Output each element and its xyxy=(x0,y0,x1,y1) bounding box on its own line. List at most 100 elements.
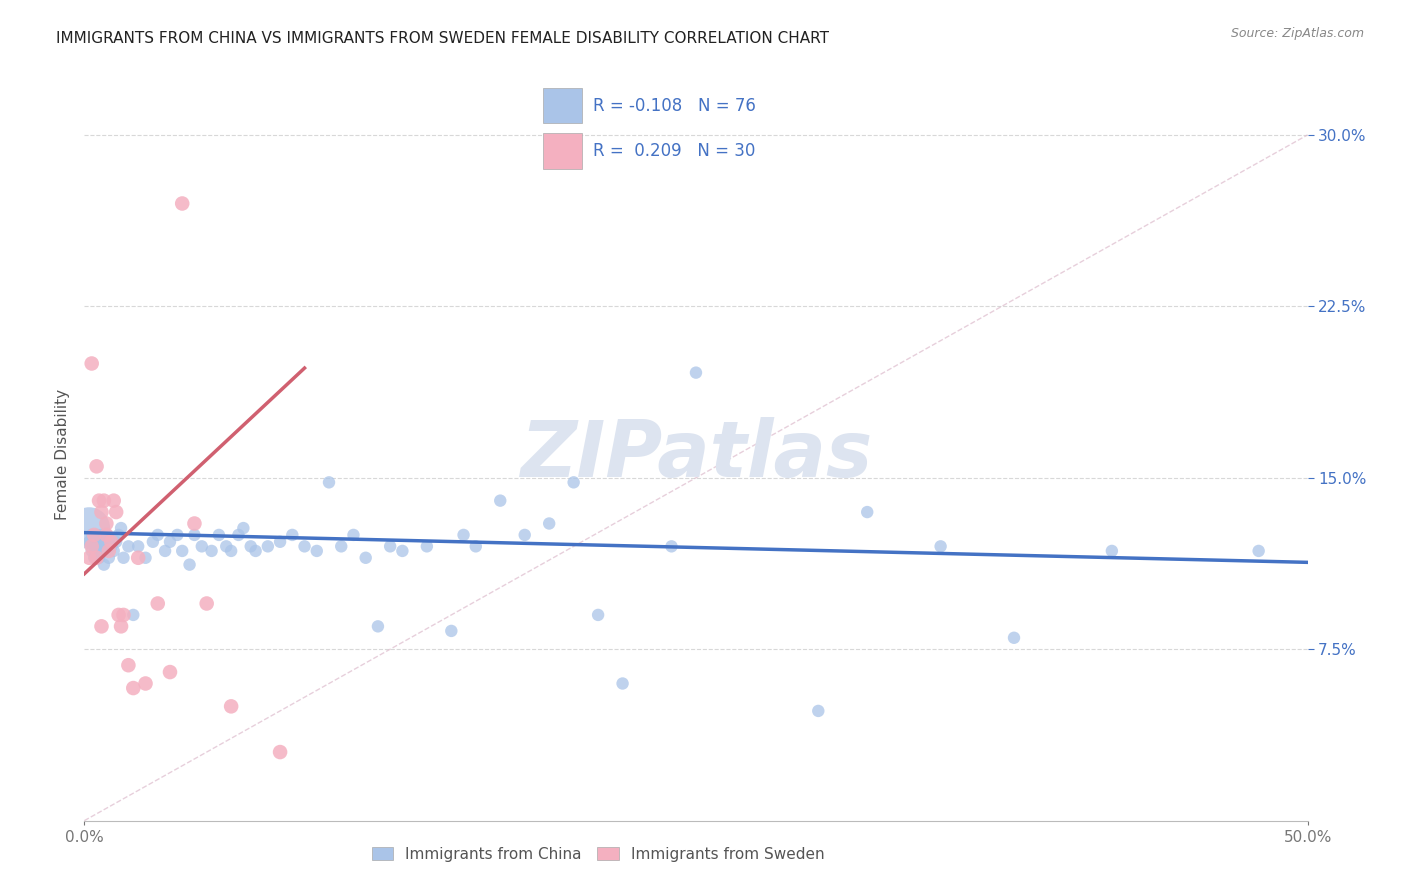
Point xyxy=(80,356,103,371)
Point xyxy=(367,619,389,633)
Point xyxy=(110,619,132,633)
Point xyxy=(86,459,108,474)
Point xyxy=(215,539,238,553)
Point xyxy=(513,528,536,542)
Text: IMMIGRANTS FROM CHINA VS IMMIGRANTS FROM SWEDEN FEMALE DISABILITY CORRELATION CH: IMMIGRANTS FROM CHINA VS IMMIGRANTS FROM… xyxy=(56,31,830,46)
Point xyxy=(318,475,340,490)
Point xyxy=(96,544,118,558)
Point xyxy=(1101,544,1123,558)
Point xyxy=(586,607,609,622)
Point xyxy=(112,607,135,622)
FancyBboxPatch shape xyxy=(543,88,582,123)
Point xyxy=(90,544,112,558)
Point xyxy=(153,544,176,558)
Point xyxy=(103,544,125,558)
Point xyxy=(183,516,205,531)
Point xyxy=(172,196,194,211)
Point xyxy=(239,539,262,553)
Point xyxy=(93,539,115,553)
Point xyxy=(83,528,105,542)
Point xyxy=(135,676,157,690)
Point xyxy=(93,558,115,572)
Point xyxy=(80,528,103,542)
Point xyxy=(122,681,145,695)
Point xyxy=(440,624,463,638)
Point xyxy=(219,699,242,714)
Point xyxy=(179,558,201,572)
Text: ZIPatlas: ZIPatlas xyxy=(520,417,872,493)
Point xyxy=(86,544,108,558)
Point xyxy=(391,544,413,558)
Point xyxy=(232,521,254,535)
Point xyxy=(127,550,149,565)
Point xyxy=(380,539,402,553)
Point xyxy=(354,550,377,565)
Point xyxy=(856,505,879,519)
Point xyxy=(117,658,139,673)
Point xyxy=(90,534,112,549)
Point xyxy=(219,544,242,558)
Point xyxy=(612,676,634,690)
Point xyxy=(159,665,181,679)
Point xyxy=(77,534,100,549)
Point xyxy=(77,521,100,535)
Point xyxy=(97,534,120,549)
FancyBboxPatch shape xyxy=(543,133,582,169)
Point xyxy=(103,493,125,508)
Point xyxy=(172,544,194,558)
Point xyxy=(146,528,169,542)
Point xyxy=(183,528,205,542)
Point xyxy=(1002,631,1025,645)
Point xyxy=(107,607,129,622)
Point xyxy=(257,539,280,553)
Point xyxy=(80,544,103,558)
Point xyxy=(159,534,181,549)
Point xyxy=(1247,544,1270,558)
Point xyxy=(87,493,110,508)
Point xyxy=(80,539,103,553)
Point xyxy=(87,539,110,553)
Point xyxy=(245,544,267,558)
Point xyxy=(110,521,132,535)
Point xyxy=(90,505,112,519)
Point xyxy=(117,539,139,553)
Point xyxy=(807,704,830,718)
Point xyxy=(269,534,291,549)
Point xyxy=(269,745,291,759)
Point xyxy=(929,539,952,553)
Point xyxy=(100,534,122,549)
Point xyxy=(105,505,128,519)
Point xyxy=(330,539,353,553)
Point xyxy=(96,528,118,542)
Point xyxy=(90,528,112,542)
Point xyxy=(195,597,218,611)
Point xyxy=(105,534,128,549)
Point xyxy=(661,539,683,553)
Point xyxy=(685,366,707,380)
Point xyxy=(112,550,135,565)
Point xyxy=(200,544,222,558)
Point xyxy=(86,528,108,542)
Point xyxy=(100,539,122,553)
Point xyxy=(305,544,328,558)
Point xyxy=(146,597,169,611)
Point xyxy=(96,516,118,531)
Text: R =  0.209   N = 30: R = 0.209 N = 30 xyxy=(593,142,755,160)
Legend: Immigrants from China, Immigrants from Sweden: Immigrants from China, Immigrants from S… xyxy=(366,840,831,868)
Y-axis label: Female Disability: Female Disability xyxy=(55,389,70,521)
Text: Source: ZipAtlas.com: Source: ZipAtlas.com xyxy=(1230,27,1364,40)
Point xyxy=(77,550,100,565)
Point xyxy=(281,528,304,542)
Point xyxy=(97,550,120,565)
Point xyxy=(93,493,115,508)
Point xyxy=(86,550,108,565)
Point xyxy=(191,539,214,553)
Point xyxy=(538,516,561,531)
Point xyxy=(83,550,105,565)
Point xyxy=(228,528,250,542)
Point xyxy=(166,528,188,542)
Point xyxy=(294,539,316,553)
Point xyxy=(489,493,512,508)
Point xyxy=(107,528,129,542)
Point xyxy=(83,539,105,553)
